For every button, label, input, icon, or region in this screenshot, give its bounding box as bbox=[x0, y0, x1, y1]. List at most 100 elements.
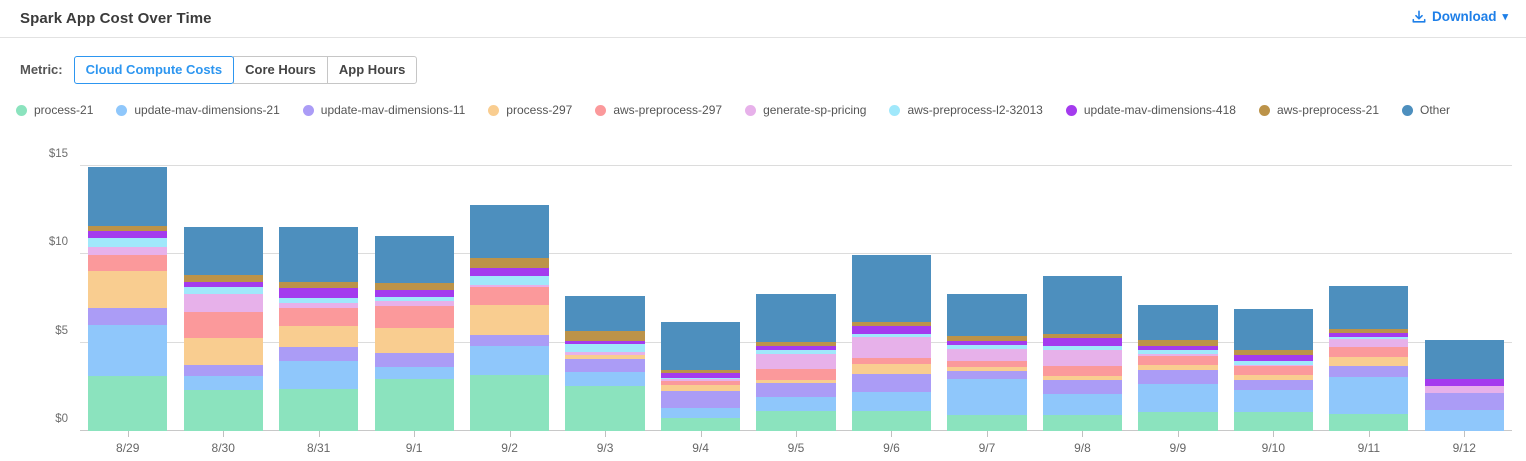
bar-segment-aws-preprocess-21[interactable] bbox=[1329, 329, 1409, 334]
bar-segment-aws-preprocess-21[interactable] bbox=[756, 342, 836, 347]
bar-segment-other[interactable] bbox=[1233, 309, 1313, 351]
legend-item-process-297[interactable]: process-297 bbox=[488, 103, 572, 117]
bar-segment-aws-preprocess-297[interactable] bbox=[851, 357, 932, 364]
bar-segment-aws-preprocess-297[interactable] bbox=[1138, 356, 1218, 366]
bar-segment-aws-preprocess-297[interactable] bbox=[1233, 366, 1313, 375]
bar-segment-update-mav-dimensions-11[interactable] bbox=[88, 308, 168, 326]
bar-segment-update-mav-dimensions-21[interactable] bbox=[1138, 383, 1218, 413]
bar-segment-update-mav-dimensions-11[interactable] bbox=[183, 364, 263, 377]
bar-segment-generate-sp-pricing[interactable] bbox=[88, 246, 168, 255]
bar-segment-generate-sp-pricing[interactable] bbox=[183, 294, 263, 313]
metric-tab-core-hours[interactable]: Core Hours bbox=[233, 55, 328, 84]
bar-segment-process-21[interactable] bbox=[660, 418, 741, 431]
bar-segment-aws-preprocess-297[interactable] bbox=[565, 354, 645, 356]
bar-segment-aws-preprocess-l2-32013[interactable] bbox=[851, 333, 932, 338]
bar-segment-generate-sp-pricing[interactable] bbox=[947, 348, 1027, 361]
bar-segment-generate-sp-pricing[interactable] bbox=[1042, 349, 1123, 367]
bar-segment-update-mav-dimensions-11[interactable] bbox=[469, 334, 550, 347]
bar-segment-update-mav-dimensions-418[interactable] bbox=[469, 268, 550, 277]
stacked-bar-9-2[interactable] bbox=[469, 166, 550, 431]
bar-segment-generate-sp-pricing[interactable] bbox=[1329, 339, 1409, 347]
bar-segment-aws-preprocess-21[interactable] bbox=[947, 336, 1027, 341]
bar-segment-generate-sp-pricing[interactable] bbox=[469, 285, 550, 288]
bar-segment-other[interactable] bbox=[565, 295, 645, 331]
bar-segment-aws-preprocess-l2-32013[interactable] bbox=[183, 286, 263, 295]
legend-item-other[interactable]: Other bbox=[1402, 103, 1450, 117]
bar-segment-aws-preprocess-l2-32013[interactable] bbox=[1329, 336, 1409, 340]
bar-segment-aws-preprocess-l2-32013[interactable] bbox=[1042, 345, 1123, 350]
bar-segment-aws-preprocess-297[interactable] bbox=[469, 287, 550, 305]
bar-segment-update-mav-dimensions-418[interactable] bbox=[1042, 337, 1123, 346]
bar-segment-generate-sp-pricing[interactable] bbox=[374, 300, 454, 307]
bar-segment-update-mav-dimensions-11[interactable] bbox=[279, 347, 359, 362]
bar-segment-generate-sp-pricing[interactable] bbox=[1138, 354, 1218, 357]
bar-segment-aws-preprocess-21[interactable] bbox=[88, 226, 168, 232]
bar-segment-aws-preprocess-l2-32013[interactable] bbox=[1233, 361, 1313, 365]
bar-segment-update-mav-dimensions-21[interactable] bbox=[88, 325, 168, 376]
bar-segment-update-mav-dimensions-21[interactable] bbox=[1424, 409, 1504, 431]
bar-segment-aws-preprocess-297[interactable] bbox=[374, 306, 454, 329]
bar-segment-update-mav-dimensions-21[interactable] bbox=[1233, 390, 1313, 413]
bar-segment-process-21[interactable] bbox=[565, 386, 645, 431]
legend-item-aws-preprocess-l2-32013[interactable]: aws-preprocess-l2-32013 bbox=[889, 103, 1043, 117]
stacked-bar-9-9[interactable] bbox=[1138, 166, 1218, 431]
stacked-bar-9-8[interactable] bbox=[1042, 166, 1123, 431]
stacked-bar-9-11[interactable] bbox=[1329, 166, 1409, 431]
bar-segment-aws-preprocess-297[interactable] bbox=[183, 312, 263, 338]
bar-segment-update-mav-dimensions-418[interactable] bbox=[279, 288, 359, 298]
stacked-bar-9-12[interactable] bbox=[1424, 166, 1504, 431]
bar-segment-update-mav-dimensions-11[interactable] bbox=[1138, 369, 1218, 384]
metric-tab-cloud-compute-costs[interactable]: Cloud Compute Costs bbox=[73, 55, 235, 84]
bar-segment-other[interactable] bbox=[660, 321, 741, 371]
bar-segment-update-mav-dimensions-21[interactable] bbox=[469, 346, 550, 375]
bar-segment-aws-preprocess-l2-32013[interactable] bbox=[88, 237, 168, 247]
bar-segment-process-21[interactable] bbox=[1233, 412, 1313, 431]
bar-segment-update-mav-dimensions-418[interactable] bbox=[947, 340, 1027, 346]
bar-segment-process-297[interactable] bbox=[469, 304, 550, 335]
bar-segment-update-mav-dimensions-11[interactable] bbox=[1329, 366, 1409, 377]
stacked-bar-8-30[interactable] bbox=[183, 166, 263, 431]
bar-segment-other[interactable] bbox=[756, 294, 836, 343]
bar-segment-aws-preprocess-21[interactable] bbox=[469, 258, 550, 269]
bar-segment-process-21[interactable] bbox=[183, 390, 263, 431]
bar-segment-generate-sp-pricing[interactable] bbox=[660, 378, 741, 382]
bar-segment-update-mav-dimensions-21[interactable] bbox=[1042, 393, 1123, 415]
bar-segment-aws-preprocess-l2-32013[interactable] bbox=[565, 343, 645, 353]
legend-item-process-21[interactable]: process-21 bbox=[16, 103, 93, 117]
bar-segment-other[interactable] bbox=[1138, 305, 1218, 341]
bar-segment-process-297[interactable] bbox=[1233, 374, 1313, 380]
bar-segment-update-mav-dimensions-11[interactable] bbox=[756, 382, 836, 398]
legend-item-aws-preprocess-21[interactable]: aws-preprocess-21 bbox=[1258, 103, 1379, 117]
bar-segment-update-mav-dimensions-11[interactable] bbox=[851, 373, 932, 393]
metric-tab-app-hours[interactable]: App Hours bbox=[326, 55, 418, 84]
bar-segment-update-mav-dimensions-21[interactable] bbox=[1329, 376, 1409, 415]
bar-segment-update-mav-dimensions-21[interactable] bbox=[374, 367, 454, 379]
bar-segment-update-mav-dimensions-418[interactable] bbox=[1233, 354, 1313, 362]
bar-segment-update-mav-dimensions-21[interactable] bbox=[756, 397, 836, 412]
bar-segment-other[interactable] bbox=[279, 226, 359, 283]
bar-segment-update-mav-dimensions-21[interactable] bbox=[279, 361, 359, 389]
bar-segment-process-21[interactable] bbox=[756, 411, 836, 431]
bar-segment-aws-preprocess-297[interactable] bbox=[279, 307, 359, 327]
bar-segment-aws-preprocess-21[interactable] bbox=[1138, 340, 1218, 347]
bar-segment-other[interactable] bbox=[1329, 286, 1409, 330]
bar-segment-generate-sp-pricing[interactable] bbox=[1233, 364, 1313, 367]
bar-segment-process-21[interactable] bbox=[88, 375, 168, 431]
bar-segment-process-297[interactable] bbox=[88, 270, 168, 309]
bar-segment-update-mav-dimensions-21[interactable] bbox=[565, 372, 645, 387]
bar-segment-aws-preprocess-297[interactable] bbox=[1329, 346, 1409, 357]
bar-segment-aws-preprocess-21[interactable] bbox=[1042, 333, 1123, 338]
bar-segment-update-mav-dimensions-418[interactable] bbox=[756, 346, 836, 350]
stacked-bar-9-3[interactable] bbox=[565, 166, 645, 431]
stacked-bar-9-7[interactable] bbox=[947, 166, 1027, 431]
bar-segment-process-21[interactable] bbox=[1138, 412, 1218, 431]
bar-segment-other[interactable] bbox=[183, 227, 263, 275]
bar-segment-process-21[interactable] bbox=[374, 378, 454, 431]
bar-segment-aws-preprocess-297[interactable] bbox=[947, 360, 1027, 367]
bar-segment-update-mav-dimensions-418[interactable] bbox=[660, 372, 741, 379]
bar-segment-process-21[interactable] bbox=[851, 410, 932, 431]
bar-segment-update-mav-dimensions-418[interactable] bbox=[1424, 379, 1504, 386]
stacked-bar-9-5[interactable] bbox=[756, 166, 836, 431]
bar-segment-process-297[interactable] bbox=[851, 363, 932, 374]
stacked-bar-9-10[interactable] bbox=[1233, 166, 1313, 431]
